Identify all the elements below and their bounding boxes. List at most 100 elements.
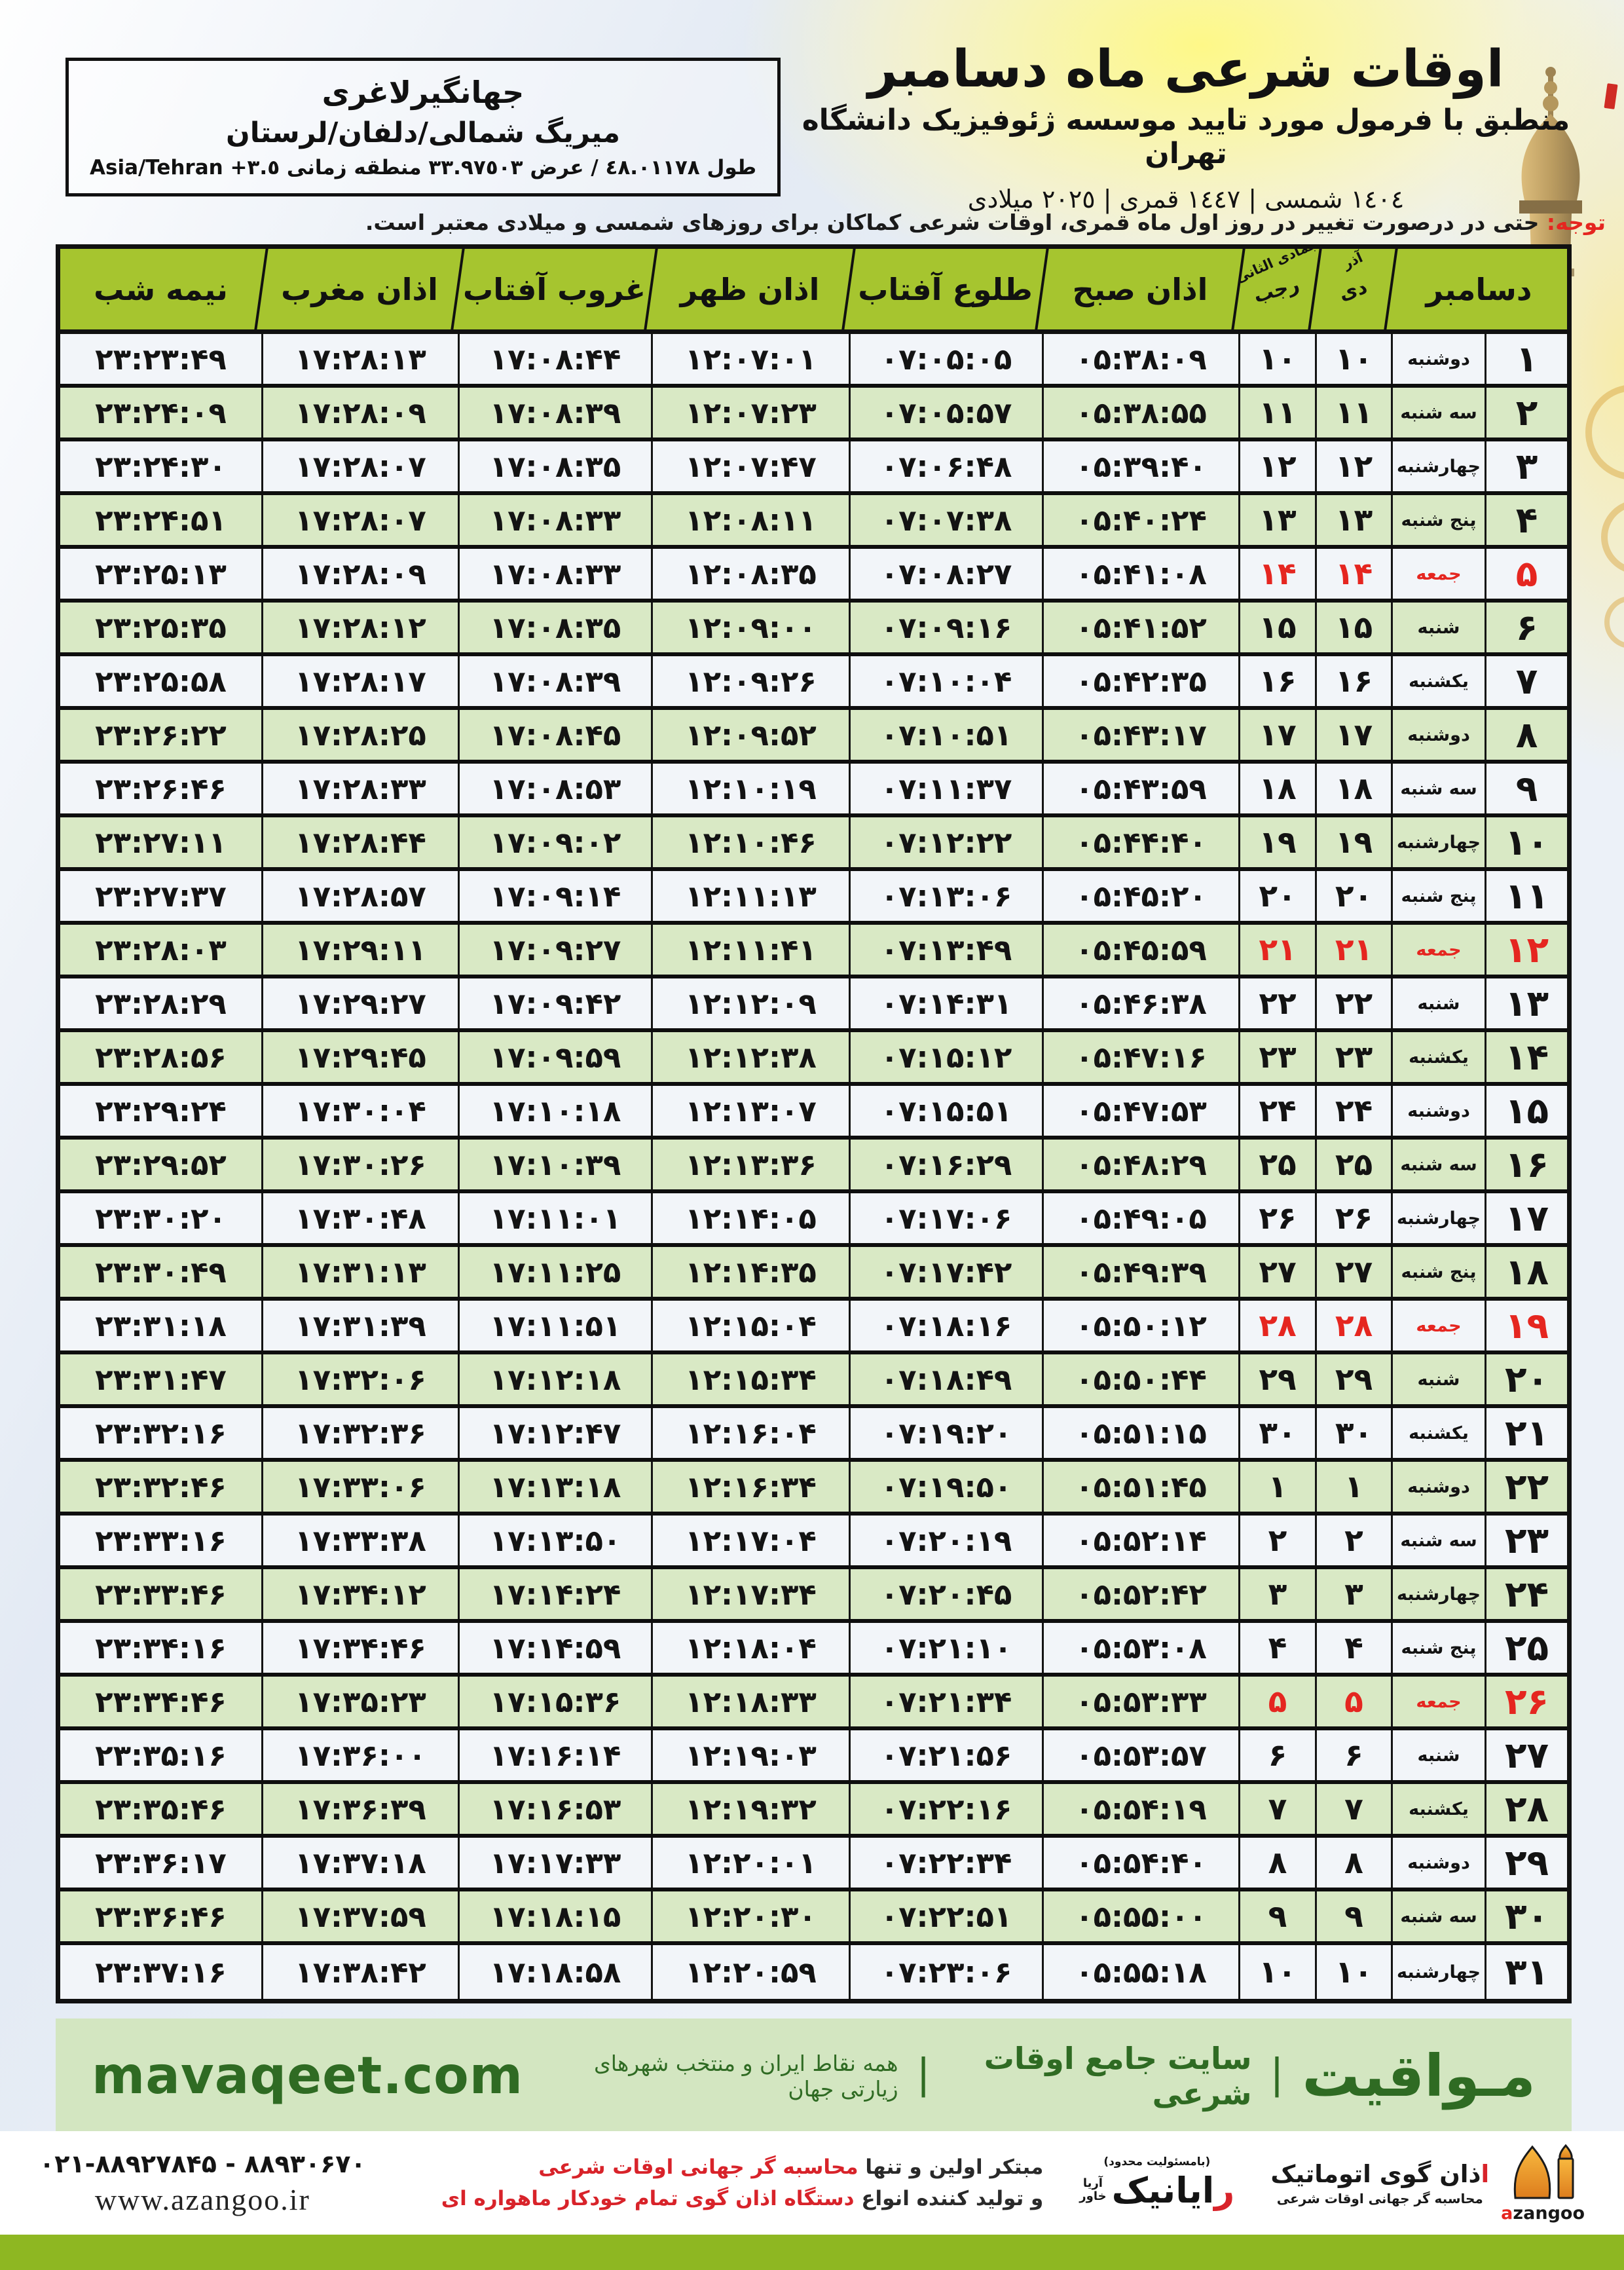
cell-maghrib: ۱۷:۲۸:۰۷ (261, 441, 458, 491)
cell-midnight: ۲۳:۲۹:۲۴ (95, 1093, 227, 1128)
table-row: ۱۳ شنبه ۲۲ ۲۲ ۰۵:۴۶:۳۸ ۰۷:۱۴:۳۱ ۱۲:۱۲:۰۹ ۱۷:۰۹:… (60, 978, 1567, 1032)
cell-sunset: ۱۷:۰۹:۰۲ (458, 817, 651, 867)
cell-dhuhr: ۱۲:۰۷:۴۷ (651, 441, 849, 491)
cell-solar-day: ۵ (1315, 1677, 1391, 1726)
cell-midnight: ۲۳:۲۹:۵۲ (95, 1147, 227, 1182)
cell-maghrib: ۱۷:۲۸:۱۳ (261, 334, 458, 384)
cell-midnight: ۲۳:۲۴:۰۹ (95, 395, 227, 430)
cell-dhuhr: ۱۲:۱۸:۳۳ (651, 1677, 849, 1726)
cell-midnight: ۲۳:۲۵:۳۵ (95, 610, 227, 645)
table-row: ۲۴ چهارشنبه ۳ ۳ ۰۵:۵۲:۴۲ ۰۷:۲۰:۴۵ ۱۲:۱۷:۳۴ ۱۷:۱… (60, 1569, 1567, 1623)
cell-sunset: ۱۷:۱۵:۳۶ (458, 1677, 651, 1726)
table-row: ۱ دوشنبه ۱۰ ۱۰ ۰۵:۳۸:۰۹ ۰۷:۰۵:۰۵ ۱۲:۰۷:۰۱ ۱۷:۰۸… (60, 334, 1567, 388)
cell-maghrib: ۱۷:۲۸:۲۵ (261, 710, 458, 760)
cell-sunset: ۱۷:۱۷:۳۳ (458, 1838, 651, 1888)
cell-dhuhr: ۱۲:۱۰:۱۹ (651, 764, 849, 813)
table-row: ۹ سه شنبه ۱۸ ۱۸ ۰۵:۴۳:۵۹ ۰۷:۱۱:۳۷ ۱۲:۱۰:۱۹ ۱۷:۰… (60, 764, 1567, 817)
cell-midnight: ۲۳:۲۷:۳۷ (95, 878, 227, 914)
cell-dhuhr: ۱۲:۱۱:۴۱ (651, 925, 849, 975)
cell-midnight: ۲۳:۳۶:۱۷ (95, 1845, 227, 1880)
cell-sunrise: ۰۷:۱۱:۳۷ (849, 764, 1042, 813)
cell-sunrise: ۰۷:۲۰:۱۹ (849, 1516, 1042, 1565)
cell-december-day: ۳۰ (1485, 1891, 1567, 1941)
cell-lunar-day: ۱۴ (1238, 549, 1315, 599)
cell-sunset: ۱۷:۰۸:۳۳ (458, 495, 651, 545)
cell-weekday: سه شنبه (1391, 1891, 1485, 1941)
cell-sunset: ۱۷:۱۶:۱۴ (458, 1730, 651, 1780)
col-header-fajr: اذان صبح (1042, 249, 1238, 329)
cell-weekday: جمعه (1391, 1301, 1485, 1350)
rayanik-side-text: آریا خاور (1079, 2176, 1107, 2203)
cell-december-day: ۲۲ (1485, 1462, 1567, 1512)
cell-dhuhr: ۱۲:۰۹:۰۰ (651, 603, 849, 652)
cell-sunset: ۱۷:۱۱:۵۱ (458, 1301, 651, 1350)
cell-sunrise: ۰۷:۱۳:۰۶ (849, 871, 1042, 921)
cell-dhuhr: ۱۲:۲۰:۵۹ (651, 1945, 849, 1999)
cell-fajr: ۰۵:۴۱:۰۸ (1042, 549, 1238, 599)
cell-lunar-day: ۲۲ (1238, 978, 1315, 1028)
cell-maghrib: ۱۷:۳۱:۳۹ (261, 1301, 458, 1350)
cell-sunset: ۱۷:۰۸:۳۵ (458, 603, 651, 652)
table-row: ۲۵ پنج شنبه ۴ ۴ ۰۵:۵۳:۰۸ ۰۷:۲۱:۱۰ ۱۲:۱۸:۰۴ ۱۷:۱… (60, 1623, 1567, 1677)
cell-sunrise: ۰۷:۱۷:۰۶ (849, 1193, 1042, 1243)
cell-fajr: ۰۵:۴۹:۳۹ (1042, 1247, 1238, 1297)
cell-sunrise: ۰۷:۱۰:۰۴ (849, 656, 1042, 706)
cell-sunrise: ۰۷:۰۵:۰۵ (849, 334, 1042, 384)
cell-december-day: ۳ (1485, 441, 1567, 491)
cell-dhuhr: ۱۲:۱۵:۳۴ (651, 1354, 849, 1404)
separator-bar: | (1270, 2050, 1284, 2098)
cell-dhuhr: ۱۲:۱۹:۰۳ (651, 1730, 849, 1780)
cell-midnight: ۲۳:۳۳:۴۶ (95, 1576, 227, 1612)
col-header-sunset: غروب آفتاب (458, 249, 651, 329)
cell-fajr: ۰۵:۴۵:۲۰ (1042, 871, 1238, 921)
cell-dhuhr: ۱۲:۲۰:۳۰ (651, 1891, 849, 1941)
cell-fajr: ۰۵:۵۴:۴۰ (1042, 1838, 1238, 1888)
cell-midnight: ۲۳:۲۷:۱۱ (95, 825, 227, 860)
cell-weekday: چهارشنبه (1391, 1569, 1485, 1619)
cell-lunar-day: ۶ (1238, 1730, 1315, 1780)
cell-sunset: ۱۷:۱۴:۵۹ (458, 1623, 651, 1673)
cell-december-day: ۱۲ (1485, 925, 1567, 975)
col-header-sunrise: طلوع آفتاب (849, 249, 1042, 329)
cell-dhuhr: ۱۲:۱۶:۳۴ (651, 1462, 849, 1512)
separator-bar: | (916, 2050, 931, 2098)
cell-sunset: ۱۷:۱۲:۴۷ (458, 1408, 651, 1458)
table-row: ۱۷ چهارشنبه ۲۶ ۲۶ ۰۵:۴۹:۰۵ ۰۷:۱۷:۰۶ ۱۲:۱۴:۰۵ ۱۷… (60, 1193, 1567, 1247)
cell-solar-day: ۲۱ (1315, 925, 1391, 975)
cell-lunar-day: ۸ (1238, 1838, 1315, 1888)
mavaqeet-banner: مـواقیت | سایت جامع اوقات شرعی | همه نقا… (56, 2019, 1572, 2133)
cell-midnight: ۲۳:۳۳:۱۶ (95, 1523, 227, 1558)
cell-weekday: دوشنبه (1391, 1838, 1485, 1888)
cell-sunrise: ۰۷:۰۹:۱۶ (849, 603, 1042, 652)
cell-fajr: ۰۵:۵۳:۳۳ (1042, 1677, 1238, 1726)
cell-sunrise: ۰۷:۲۲:۱۶ (849, 1784, 1042, 1834)
cell-maghrib: ۱۷:۳۰:۴۸ (261, 1193, 458, 1243)
cell-maghrib: ۱۷:۳۳:۰۶ (261, 1462, 458, 1512)
table-row: ۱۵ دوشنبه ۲۴ ۲۴ ۰۵:۴۷:۵۳ ۰۷:۱۵:۵۱ ۱۲:۱۳:۰۷ ۱۷:۱… (60, 1086, 1567, 1140)
cell-weekday: چهارشنبه (1391, 1945, 1485, 1999)
calendar-era-line: ١٤٠٤ شمسی | ١٤٤٧ قمری | ٢٠٢٥ میلادی (967, 184, 1405, 214)
col-header-solar-month: آذر دی (1315, 249, 1391, 329)
cell-dhuhr: ۱۲:۱۷:۰۴ (651, 1516, 849, 1565)
cell-sunset: ۱۷:۰۸:۵۳ (458, 764, 651, 813)
cell-lunar-day: ۲۰ (1238, 871, 1315, 921)
mavaqeet-brand-fa: مـواقیت (1302, 2042, 1536, 2110)
col-header-december: دسامبر (1426, 271, 1532, 307)
cell-sunrise: ۰۷:۱۵:۱۲ (849, 1032, 1042, 1082)
cell-midnight: ۲۳:۲۸:۵۶ (95, 1039, 227, 1075)
cell-december-day: ۱۶ (1485, 1140, 1567, 1189)
cell-midnight: ۲۳:۳۷:۱۶ (95, 1954, 227, 1990)
cell-fajr: ۰۵:۴۵:۵۹ (1042, 925, 1238, 975)
cell-sunset: ۱۷:۱۰:۱۸ (458, 1086, 651, 1136)
cell-sunrise: ۰۷:۱۷:۴۲ (849, 1247, 1042, 1297)
cell-december-day: ۹ (1485, 764, 1567, 813)
cell-weekday: یکشنبه (1391, 1408, 1485, 1458)
cell-dhuhr: ۱۲:۱۴:۰۵ (651, 1193, 849, 1243)
cell-weekday: دوشنبه (1391, 1462, 1485, 1512)
cell-sunset: ۱۷:۰۸:۴۵ (458, 710, 651, 760)
cell-lunar-day: ۲۵ (1238, 1140, 1315, 1189)
cell-lunar-day: ۳ (1238, 1569, 1315, 1619)
cell-sunset: ۱۷:۱۰:۳۹ (458, 1140, 651, 1189)
cell-solar-day: ۱۷ (1315, 710, 1391, 760)
cell-fajr: ۰۵:۵۴:۱۹ (1042, 1784, 1238, 1834)
